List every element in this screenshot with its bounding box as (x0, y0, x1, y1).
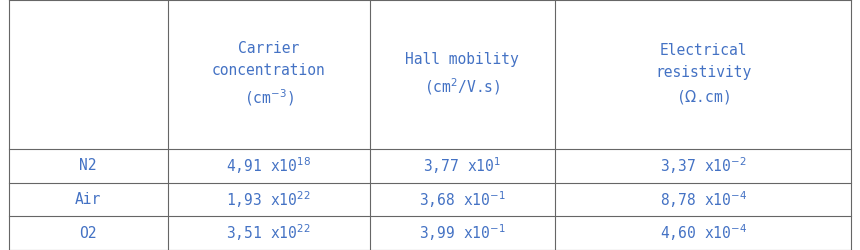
Text: O2: O2 (79, 226, 97, 240)
Text: N2: N2 (79, 158, 97, 173)
Text: 3,51 x10$^{22}$: 3,51 x10$^{22}$ (226, 223, 311, 244)
Text: Air: Air (75, 192, 101, 207)
Text: Carrier
concentration
(cm$^{-3}$): Carrier concentration (cm$^{-3}$) (212, 40, 326, 108)
Text: 1,93 x10$^{22}$: 1,93 x10$^{22}$ (226, 189, 311, 210)
Text: 3,99 x10$^{-1}$: 3,99 x10$^{-1}$ (419, 223, 506, 244)
Text: 3,68 x10$^{-1}$: 3,68 x10$^{-1}$ (419, 189, 506, 210)
Text: Hall mobility
(cm$^{2}$/V.s): Hall mobility (cm$^{2}$/V.s) (405, 52, 519, 97)
Text: 3,37 x10$^{-2}$: 3,37 x10$^{-2}$ (660, 155, 746, 176)
Text: 8,78 x10$^{-4}$: 8,78 x10$^{-4}$ (660, 189, 746, 210)
Text: 4,91 x10$^{18}$: 4,91 x10$^{18}$ (226, 155, 311, 176)
Text: 4,60 x10$^{-4}$: 4,60 x10$^{-4}$ (660, 223, 746, 244)
Text: 3,77 x10$^{1}$: 3,77 x10$^{1}$ (423, 155, 501, 176)
Text: Electrical
resistivity
($\Omega$.cm): Electrical resistivity ($\Omega$.cm) (655, 43, 751, 106)
